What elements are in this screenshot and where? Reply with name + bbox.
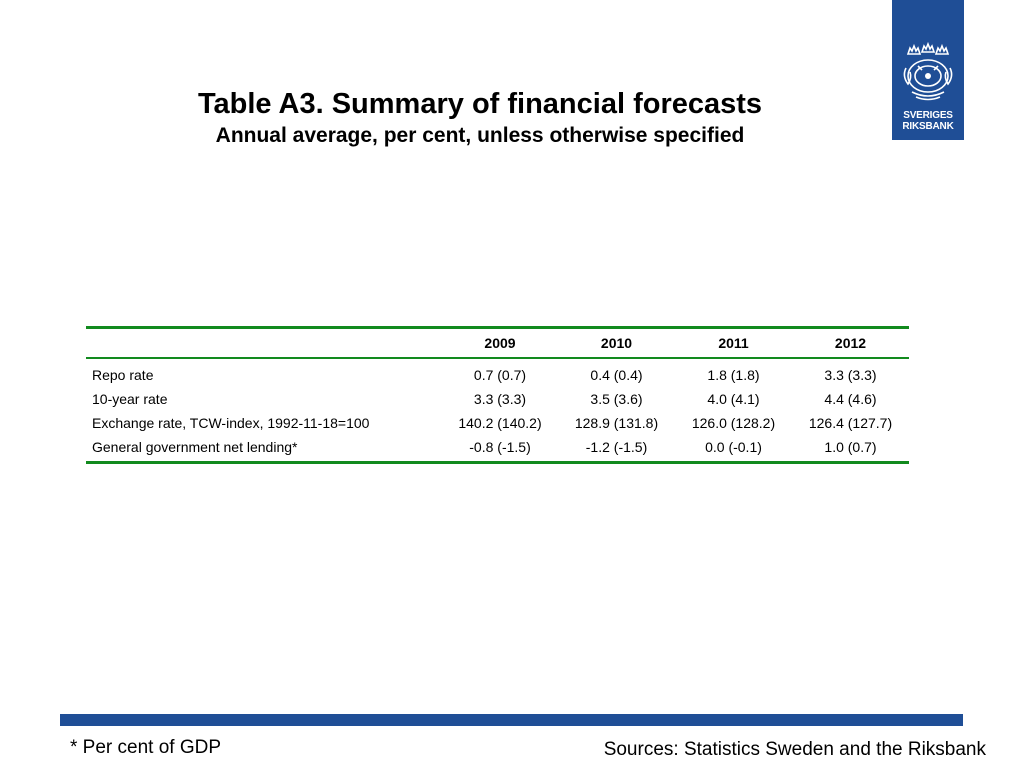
title-block: Table A3. Summary of financial forecasts… — [145, 86, 815, 150]
table-row: Repo rate 0.7 (0.7) 0.4 (0.4) 1.8 (1.8) … — [86, 358, 909, 387]
table-cell: 128.9 (131.8) — [574, 415, 659, 431]
column-header — [86, 326, 442, 359]
riksbank-logo: SVERIGES RIKSBANK — [892, 0, 964, 140]
table-cell: 126.4 (127.7) — [808, 415, 893, 431]
table-header-row: 2009 2010 2011 2012 — [86, 326, 909, 359]
column-header-2009: 2009 — [442, 326, 558, 359]
table-cell: 140.2 (140.2) — [458, 415, 542, 431]
column-header-2011: 2011 — [675, 326, 792, 359]
table-cell: 1.0 (0.7) — [792, 435, 909, 464]
table-cell: 3.5 (3.6) — [590, 391, 643, 407]
row-label: Exchange rate, TCW-index, 1992-11-18=100 — [92, 415, 370, 431]
table-cell: 0.0 (-0.1) — [675, 435, 792, 464]
table-cell: 126.0 (128.2) — [691, 415, 776, 431]
footer-bar — [60, 714, 963, 726]
forecast-table: 2009 2010 2011 2012 Repo rate 0.7 (0.7) … — [86, 326, 909, 464]
logo-text-line1: SVERIGES — [903, 110, 953, 121]
table-cell: 4.4 (4.6) — [824, 391, 877, 407]
page-subtitle: Annual average, per cent, unless otherwi… — [215, 124, 745, 147]
table-cell: 3.3 (3.3) — [473, 391, 527, 407]
table-cell: 3.3 (3.3) — [824, 367, 877, 383]
table-row: 10-year rate 3.3 (3.3) 3.5 (3.6) 4.0 (4.… — [86, 387, 909, 411]
page-title: Table A3. Summary of financial forecasts — [197, 88, 763, 120]
table-cell: 0.4 (0.4) — [590, 367, 643, 383]
row-label: General government net lending* — [86, 435, 442, 464]
row-label: 10-year rate — [92, 391, 168, 407]
table-cell: 4.0 (4.1) — [707, 391, 760, 407]
table-cell: -1.2 (-1.5) — [558, 435, 675, 464]
riksbank-crest-icon — [903, 41, 953, 101]
column-header-2010: 2010 — [558, 326, 675, 359]
row-label: Repo rate — [92, 367, 154, 383]
table-cell: 1.8 (1.8) — [707, 367, 760, 383]
table-row: General government net lending* -0.8 (-1… — [86, 435, 909, 464]
table-cell: -0.8 (-1.5) — [442, 435, 558, 464]
table-row: Exchange rate, TCW-index, 1992-11-18=100… — [86, 411, 909, 435]
table-cell: 0.7 (0.7) — [473, 367, 527, 383]
column-header-2012: 2012 — [792, 326, 909, 359]
logo-text-line2: RIKSBANK — [902, 121, 954, 132]
sources-note: Sources: Statistics Sweden and the Riksb… — [603, 739, 986, 760]
footnote: * Per cent of GDP — [70, 737, 222, 758]
